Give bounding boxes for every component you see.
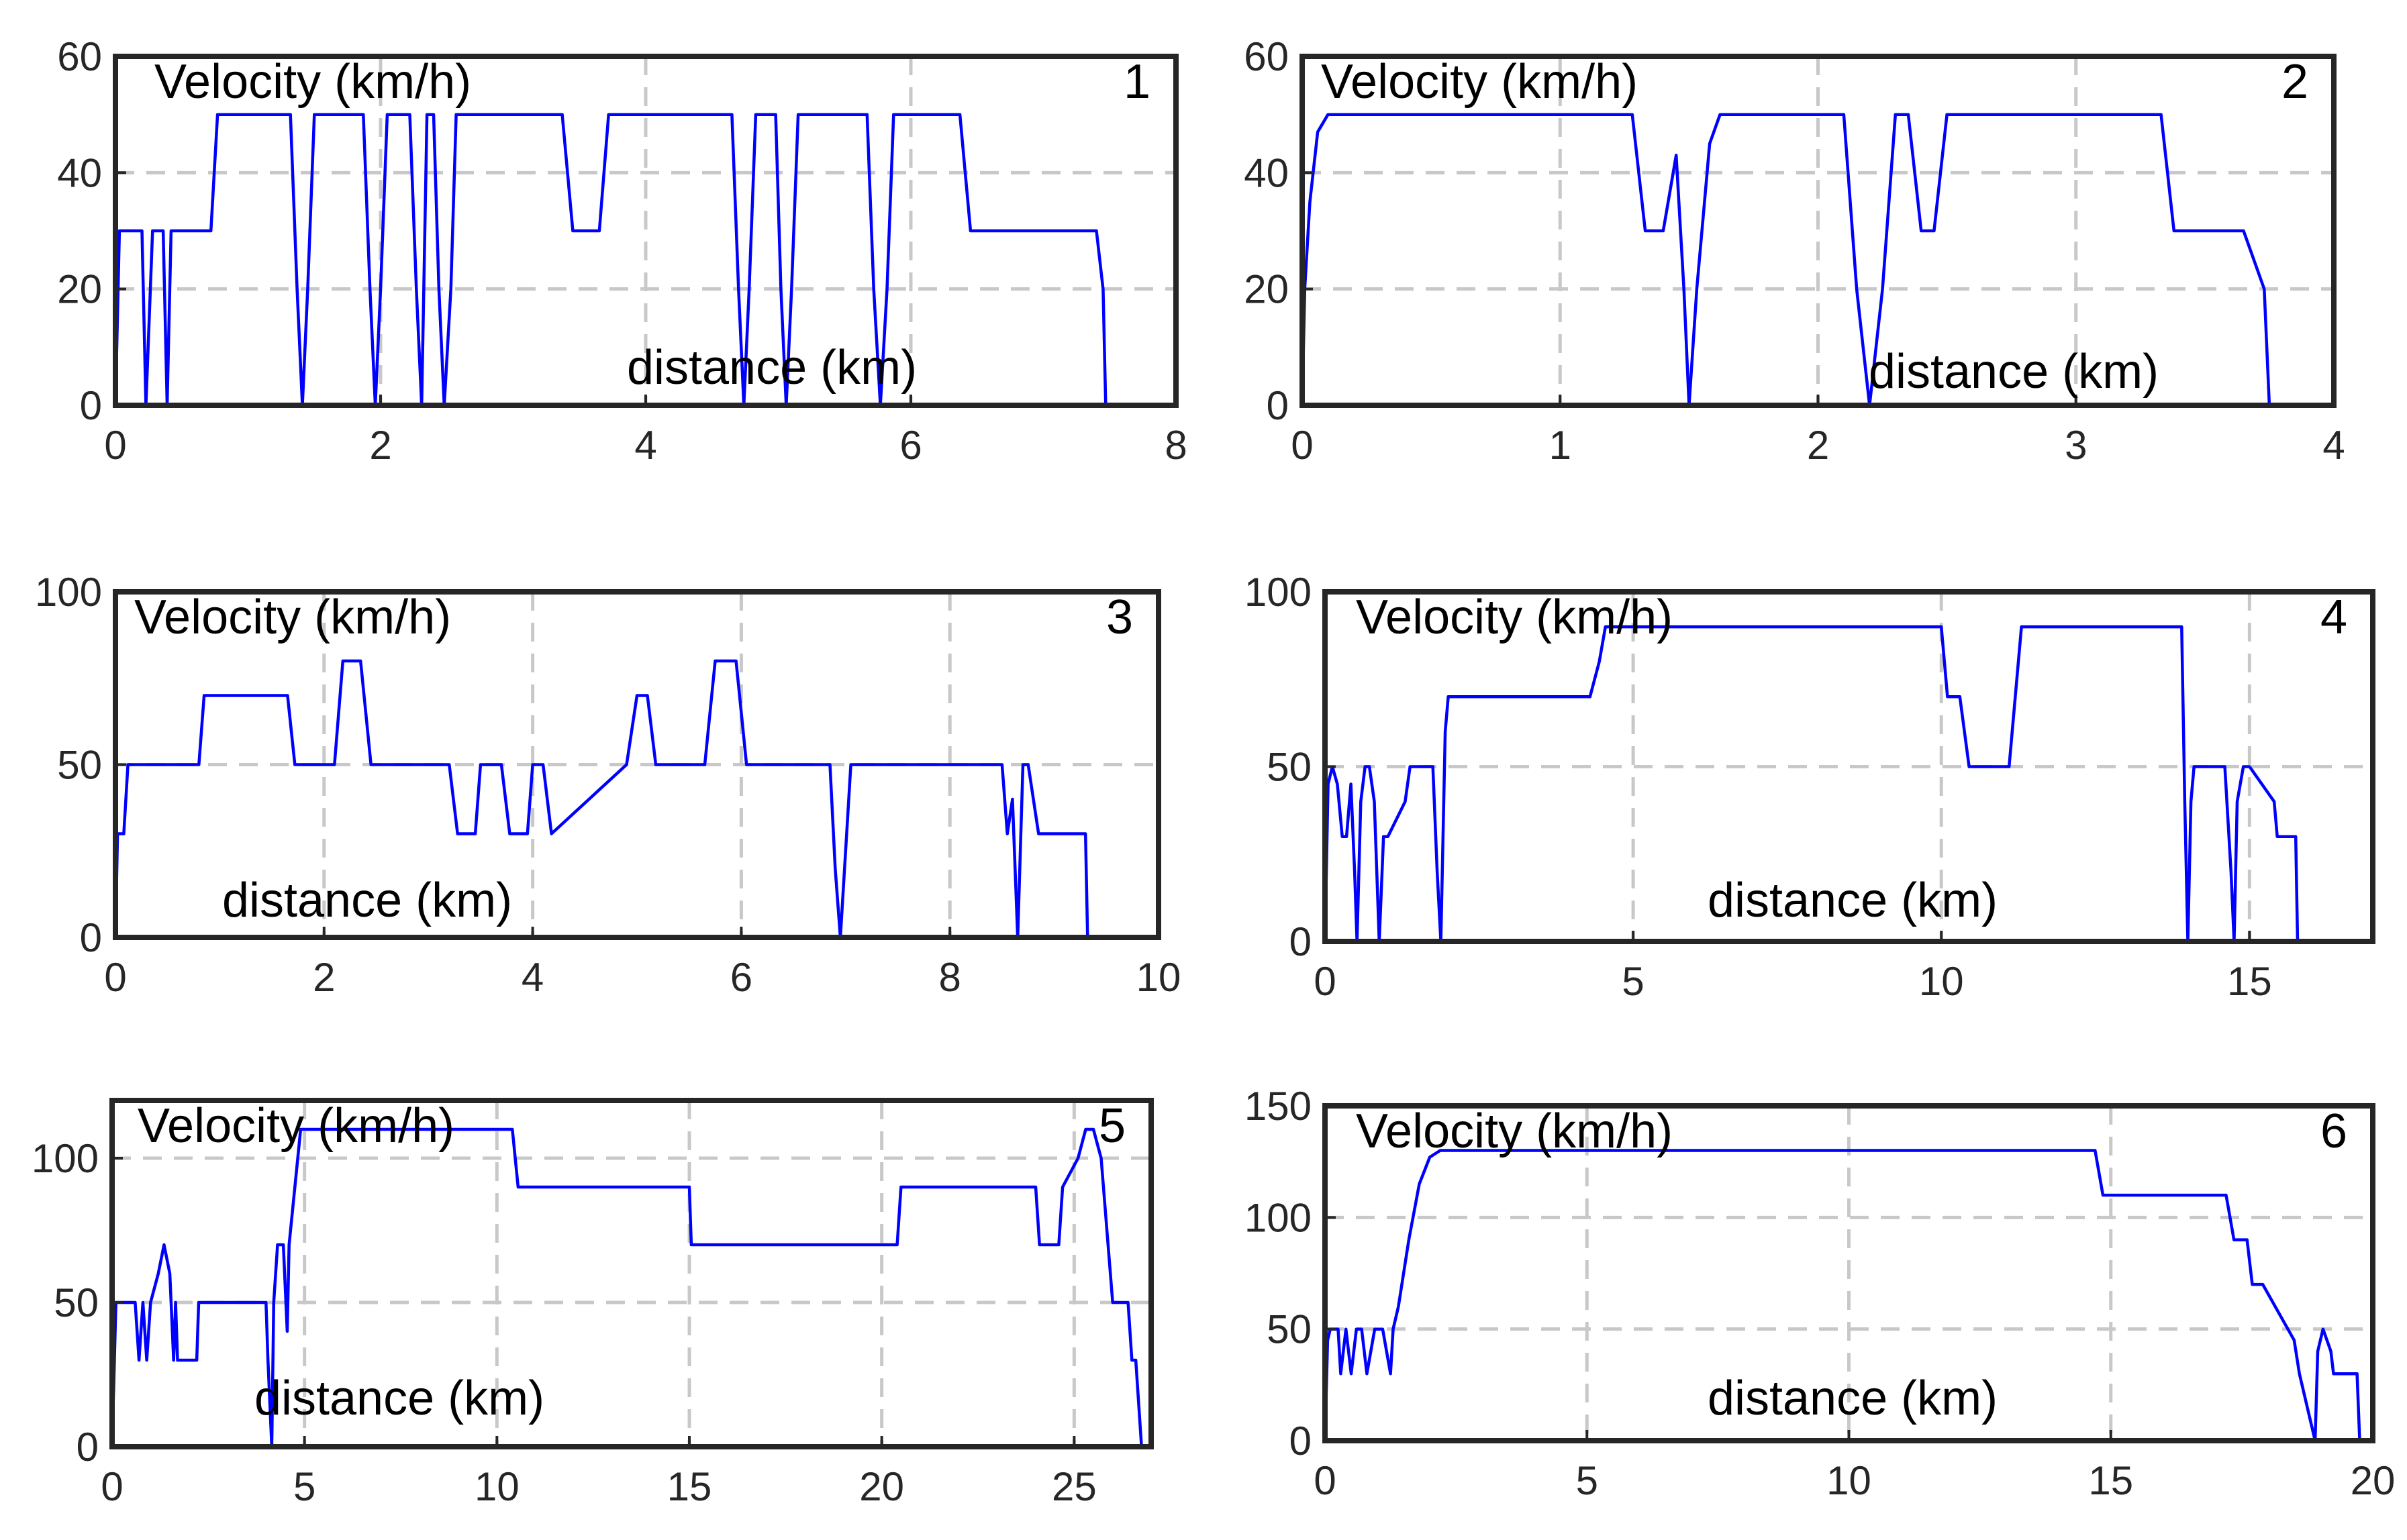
velocity-line-6: [1323, 1149, 2361, 1443]
x-tick-label: 10: [1136, 955, 1181, 1000]
x-axis-label: distance (km): [627, 341, 917, 395]
panel-number: 5: [1099, 1099, 1126, 1153]
x-tick-label: 20: [2351, 1458, 2396, 1503]
x-tick-label: 2: [1807, 423, 1829, 468]
x-tick-label: 2: [313, 955, 335, 1000]
y-axis-label: Velocity (km/h): [1321, 55, 1638, 109]
y-tick-label: 50: [1267, 1307, 1312, 1352]
x-tick-label: 8: [1165, 423, 1187, 468]
x-tick-label: 10: [1826, 1458, 1871, 1503]
panel-number: 2: [2281, 55, 2308, 109]
y-tick-label: 0: [80, 383, 102, 428]
x-tick-label: 20: [859, 1464, 904, 1509]
y-tick-label: 40: [1244, 150, 1289, 195]
x-tick-label: 25: [1052, 1464, 1097, 1509]
x-tick-label: 15: [2088, 1458, 2133, 1503]
y-tick-label: 50: [57, 743, 102, 788]
x-tick-label: 15: [2227, 959, 2272, 1004]
y-tick-label: 0: [1267, 383, 1289, 428]
panel-number: 6: [2320, 1105, 2347, 1158]
x-axis-label: distance (km): [222, 874, 512, 927]
x-axis-label: distance (km): [1708, 1372, 1998, 1425]
y-axis-label: Velocity (km/h): [1356, 591, 1673, 644]
x-tick-label: 0: [104, 423, 126, 468]
x-tick-label: 8: [939, 955, 961, 1000]
velocity-line-5: [110, 1127, 1144, 1449]
y-tick-label: 60: [1244, 34, 1289, 79]
y-tick-label: 100: [32, 1136, 99, 1181]
y-tick-label: 0: [77, 1425, 99, 1470]
x-tick-label: 0: [1314, 959, 1336, 1004]
x-tick-label: 10: [1919, 959, 1964, 1004]
panel-number: 3: [1106, 591, 1133, 644]
y-axis-label: Velocity (km/h): [134, 591, 451, 644]
y-tick-label: 40: [57, 150, 102, 195]
velocity-line-1: [113, 113, 1108, 407]
x-tick-label: 1: [1549, 423, 1571, 468]
y-tick-label: 100: [35, 570, 102, 615]
x-axis-label: distance (km): [1708, 874, 1998, 927]
chart-panel-4: 0 5 10 15 0 50 100 Velocity (km/h) distance (km)…: [1244, 570, 2375, 1004]
x-tick-label: 10: [475, 1464, 520, 1509]
x-tick-label: 0: [1291, 423, 1313, 468]
chart-panel-5: 0 5 10 15 20 25 0 50 100 Velocity (km/h) distance …: [32, 1098, 1154, 1509]
velocity-line-4: [1323, 625, 2300, 943]
y-axis-label: Velocity (km/h): [1356, 1105, 1673, 1158]
panel-number: 4: [2320, 591, 2347, 644]
x-tick-label: 4: [522, 955, 544, 1000]
x-tick-label: 3: [2065, 423, 2087, 468]
x-tick-label: 5: [1622, 959, 1644, 1004]
x-tick-label: 6: [730, 955, 752, 1000]
y-tick-label: 100: [1244, 570, 1312, 615]
x-tick-label: 15: [667, 1464, 712, 1509]
x-tick-label: 0: [104, 955, 126, 1000]
x-axis-label: distance (km): [254, 1372, 544, 1425]
x-tick-label: 5: [293, 1464, 315, 1509]
y-tick-label: 0: [1289, 919, 1312, 964]
x-tick-label: 4: [2322, 423, 2345, 468]
x-tick-label: 6: [899, 423, 922, 468]
panel-number: 1: [1124, 55, 1150, 109]
velocity-line-3: [113, 659, 1089, 939]
y-tick-label: 50: [1267, 745, 1312, 790]
x-tick-label: 5: [1576, 1458, 1598, 1503]
y-tick-label: 100: [1244, 1195, 1312, 1240]
y-tick-label: 20: [1244, 267, 1289, 312]
y-tick-label: 150: [1244, 1084, 1312, 1129]
y-tick-label: 20: [57, 267, 102, 312]
y-axis-label: Velocity (km/h): [154, 55, 471, 109]
velocity-line-2: [1300, 113, 2271, 407]
x-tick-label: 0: [1314, 1458, 1336, 1503]
y-tick-label: 50: [54, 1280, 99, 1325]
chart-panel-6: 0 5 10 15 20 0 50 100 150 Velocity (km/h) distance…: [1244, 1084, 2395, 1503]
chart-panel-1: 0 2 4 6 8 0 20 40 60 Velocity (km/h) distance (km)…: [57, 34, 1187, 468]
y-tick-label: 0: [1289, 1419, 1312, 1464]
x-tick-label: 4: [634, 423, 656, 468]
axes-frame: [109, 1098, 1154, 1449]
x-tick-label: 2: [369, 423, 391, 468]
y-axis-label: Velocity (km/h): [138, 1099, 454, 1153]
y-tick-label: 0: [80, 915, 102, 960]
x-axis-label: distance (km): [1869, 345, 2159, 399]
x-tick-label: 0: [101, 1464, 123, 1509]
y-tick-label: 60: [57, 34, 102, 79]
